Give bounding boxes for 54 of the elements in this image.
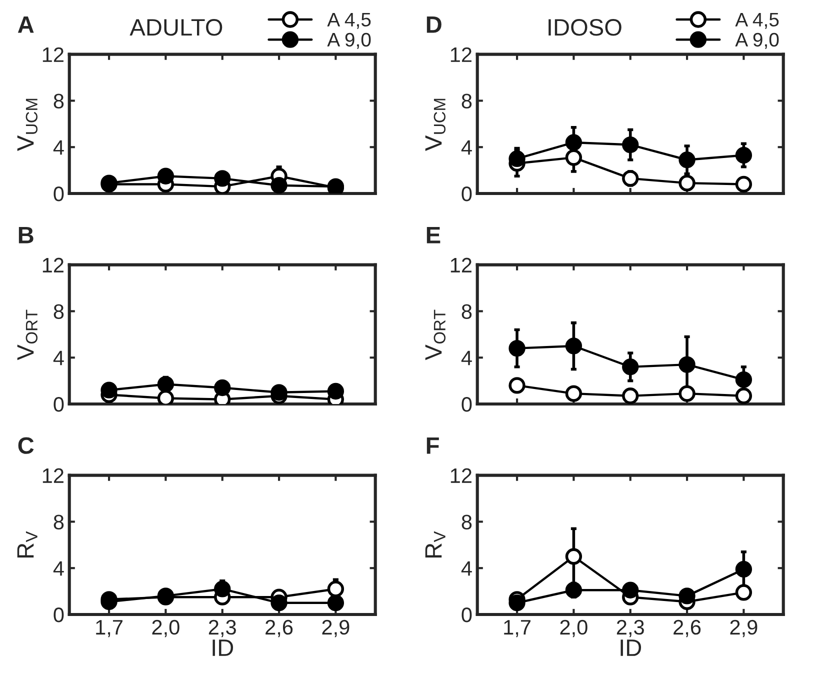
x-tick-label: 2,6 xyxy=(266,620,293,638)
legend-label: A 4,5 xyxy=(327,12,371,29)
y-axis-title: R$_{V}$ xyxy=(425,531,446,558)
legend-label: A 9,0 xyxy=(327,32,371,49)
y-tick-label: 8 xyxy=(54,514,64,530)
y-axis-title: V$_{UCM}$ xyxy=(17,98,38,151)
x-tick-label: 1,7 xyxy=(504,620,530,638)
chart-title: IDOSO xyxy=(548,19,622,36)
y-tick-label: 12 xyxy=(450,468,472,483)
x-axis-title: ID xyxy=(620,640,642,656)
legend-label: A 4,5 xyxy=(735,12,779,29)
text: B xyxy=(18,226,34,244)
y-tick-label: 0 xyxy=(54,186,64,202)
y-axis-title: V$_{ORT}$ xyxy=(17,310,38,360)
y-tick-label: 8 xyxy=(462,304,472,319)
y-tick-label: 4 xyxy=(53,350,64,366)
y-tick-label: 12 xyxy=(450,258,472,272)
legend-label: A 9,0 xyxy=(735,32,779,49)
y-tick-label: 0 xyxy=(54,397,64,412)
y-axis-title: V$_{ORT}$ xyxy=(425,310,446,360)
y-axis-title: R$_{V}$ xyxy=(17,531,38,558)
y-tick-label: 12 xyxy=(42,258,64,272)
y-tick-label: 8 xyxy=(462,514,472,530)
text: D xyxy=(426,16,442,33)
text: C xyxy=(18,437,34,454)
y-tick-label: 4 xyxy=(461,350,472,366)
text: A xyxy=(18,16,34,33)
text: E xyxy=(426,226,440,244)
x-tick-label: 2,6 xyxy=(674,620,701,638)
y-tick-label: 8 xyxy=(54,304,64,319)
y-tick-label: 0 xyxy=(462,607,472,622)
x-axis-title: ID xyxy=(212,640,234,656)
y-tick-label: 4 xyxy=(461,140,472,155)
y-tick-label: 12 xyxy=(42,468,64,483)
y-tick-label: 0 xyxy=(462,186,472,202)
x-tick-label: 2,9 xyxy=(730,620,758,638)
y-tick-label: 0 xyxy=(54,607,64,622)
y-tick-label: 12 xyxy=(42,47,64,62)
y-tick-label: 4 xyxy=(53,561,64,576)
chart-title: ADULTO xyxy=(130,19,222,36)
x-tick-label: 1,7 xyxy=(96,620,122,638)
x-tick-label: 2,9 xyxy=(322,620,350,638)
y-tick-label: 4 xyxy=(53,140,64,155)
y-tick-label: 8 xyxy=(54,94,64,108)
y-tick-label: 8 xyxy=(462,94,472,108)
x-tick-label: 2,3 xyxy=(208,620,236,638)
x-tick-label: 2,0 xyxy=(560,620,588,638)
text: F xyxy=(426,437,439,454)
y-axis-title: V$_{UCM}$ xyxy=(425,98,446,151)
y-tick-label: 12 xyxy=(450,47,472,62)
y-tick-label: 0 xyxy=(462,397,472,412)
x-tick-label: 2,3 xyxy=(616,620,644,638)
y-tick-label: 4 xyxy=(461,561,472,576)
x-tick-label: 2,0 xyxy=(152,620,180,638)
